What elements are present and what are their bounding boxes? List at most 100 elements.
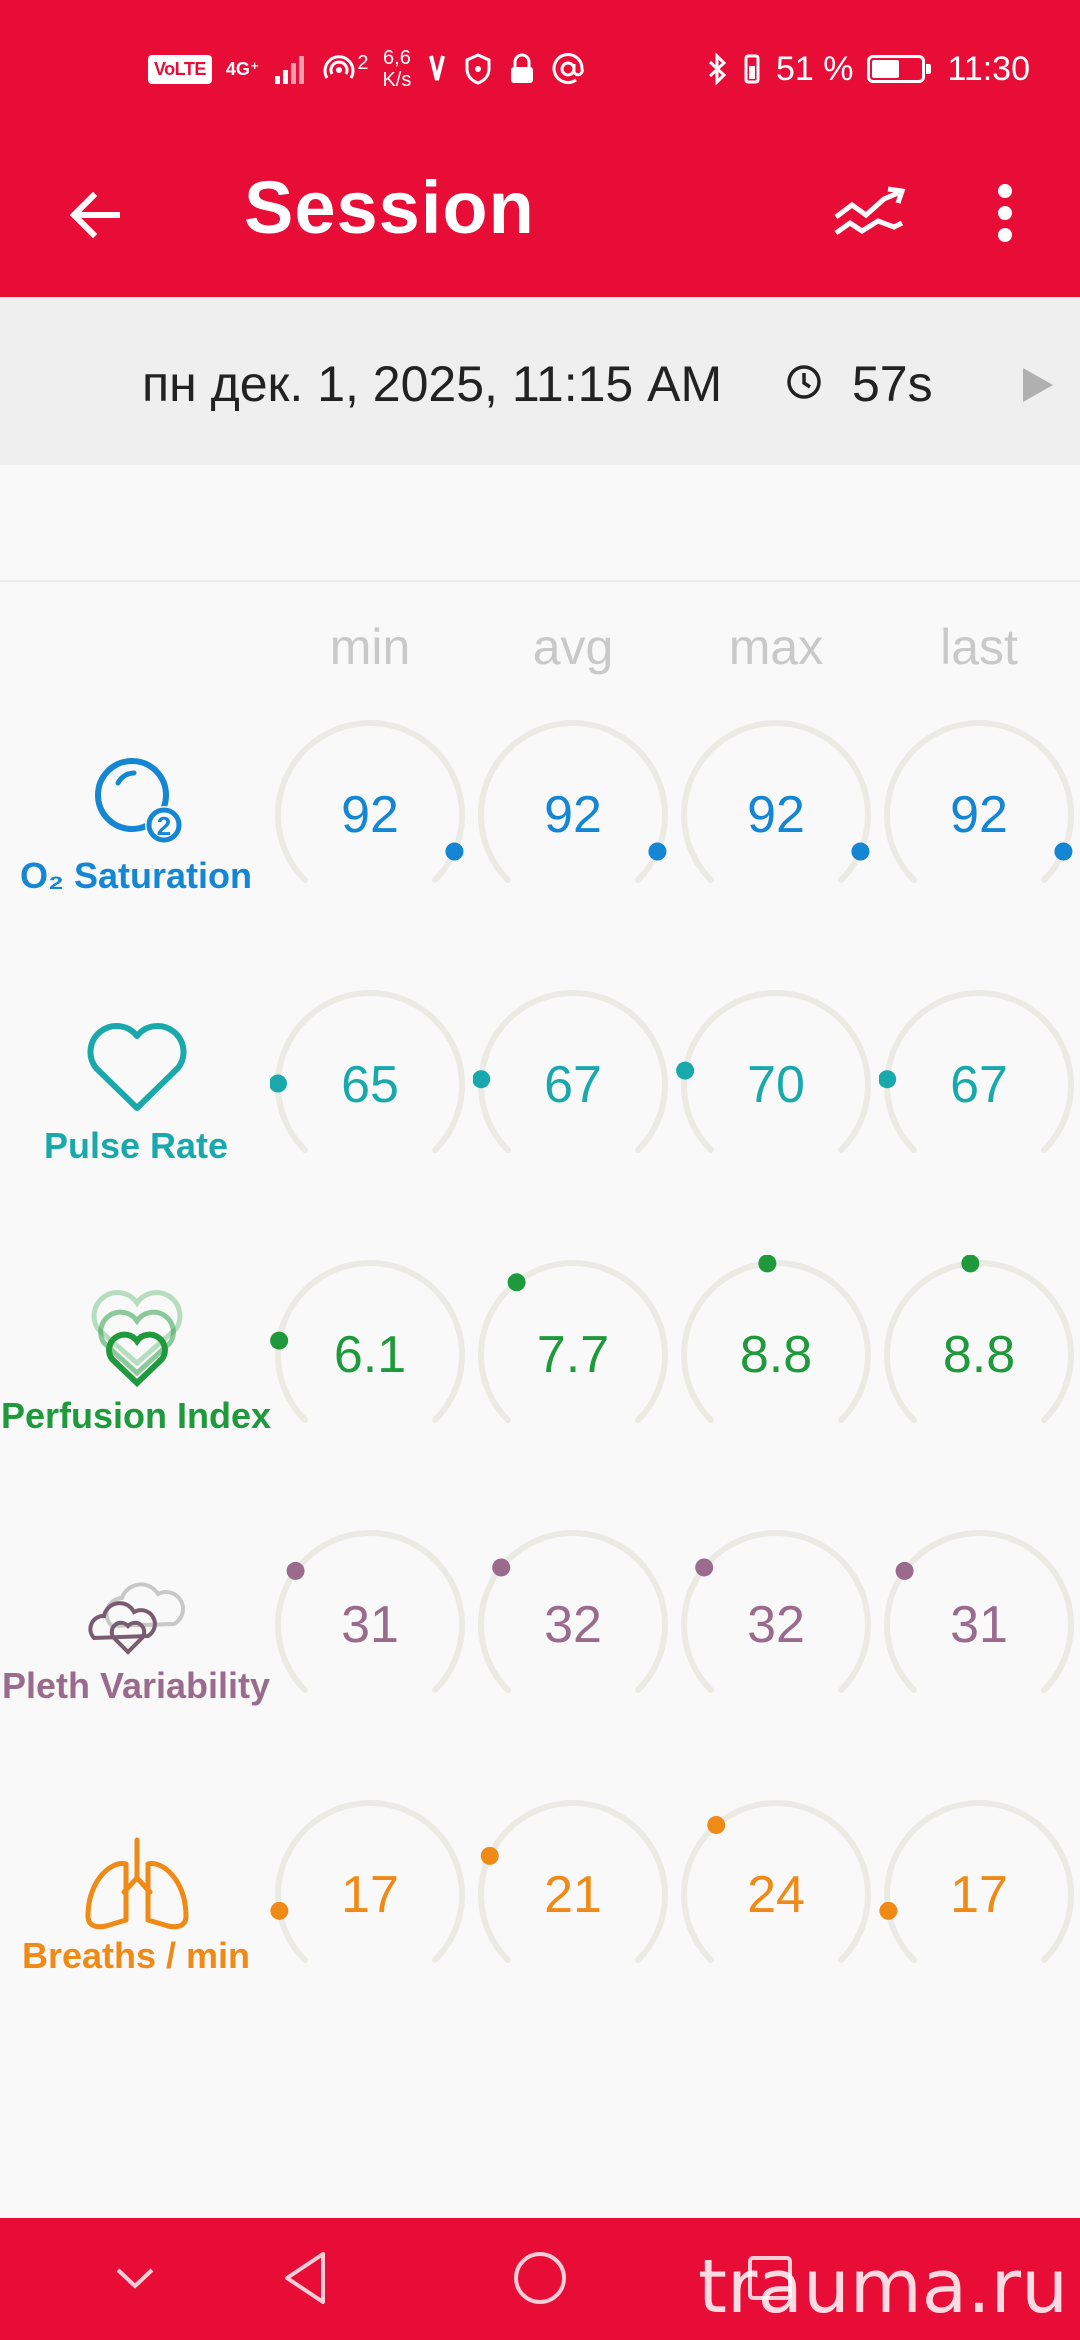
metric-label: Pleth Variability [1, 1665, 271, 1706]
gauge-track [275, 720, 465, 884]
gauge-arc [681, 1255, 871, 1424]
gauge-track [884, 720, 1074, 884]
nav-back-button[interactable] [262, 2238, 352, 2318]
gauge-track [884, 1530, 1074, 1694]
gauge-value: 21 [544, 1866, 602, 1924]
gauge-last: 67 [879, 985, 1079, 1185]
hotspot-indicator: 2 [321, 52, 368, 86]
gauge-arc [681, 720, 871, 884]
gauge-arc [478, 720, 668, 884]
nav-home-button[interactable] [495, 2238, 585, 2318]
gauge-indicator-dot [480, 1846, 499, 1865]
gauge-value: 92 [544, 786, 602, 844]
gauge-track [478, 720, 668, 884]
gauge-arc [884, 720, 1074, 884]
circle-home-icon [514, 2252, 566, 2304]
triangle-back-icon [285, 2252, 325, 2304]
gauge-track [681, 1530, 871, 1694]
pleth-variability-icon [88, 1582, 185, 1655]
column-header-max: max [728, 619, 824, 675]
metric-label: Breaths / min [21, 1935, 251, 1976]
gauge-value: 8.8 [739, 1326, 813, 1384]
o2-saturation-icon: 2 [95, 758, 183, 844]
gauge-track [275, 1530, 465, 1694]
gauge-avg: 7.7 [473, 1255, 673, 1455]
gauge-track [275, 1800, 465, 1964]
clock-icon [787, 365, 821, 399]
session-duration: 57s [852, 356, 933, 412]
session-date: пн дек. 1, 2025, 11:15 AM [142, 356, 723, 412]
overflow-menu-button[interactable] [965, 168, 1045, 258]
lungs-icon [85, 1837, 189, 1930]
gauge-track [884, 1800, 1074, 1964]
gauge-arc [884, 1530, 1074, 1694]
gauge-arc [478, 1800, 668, 1964]
column-header-last: last [940, 619, 1018, 675]
gauge-last: 8.8 [879, 1255, 1079, 1455]
metric-label: Perfusion Index [0, 1395, 272, 1436]
network-indicator: 4G⁺ [226, 60, 260, 78]
gauge-indicator-dot [707, 1816, 726, 1835]
gauge-indicator-dot [286, 1561, 305, 1580]
gauge-arc [270, 990, 465, 1154]
status-bar: VoLTE 4G⁺ 2 6,6 K/s [0, 0, 1080, 130]
gauge-min: 65 [270, 985, 470, 1185]
gauge-indicator-dot [270, 1901, 289, 1920]
gauge-max: 32 [676, 1525, 876, 1725]
gauge-max: 70 [676, 985, 876, 1185]
gauge-value: 31 [341, 1596, 399, 1654]
gauge-value: 32 [544, 1596, 602, 1654]
status-icons-left: VoLTE 4G⁺ 2 6,6 K/s [148, 44, 585, 94]
speed-unit: K/s [382, 69, 412, 91]
watermark-text: trauma.ru [698, 2244, 1068, 2330]
gauge-value: 92 [341, 786, 399, 844]
top-bar-background [0, 0, 1080, 297]
gauge-arc [275, 720, 465, 884]
hotspot-icon [323, 55, 355, 79]
arrow-back-icon [69, 191, 120, 239]
nav-hide-button[interactable] [90, 2238, 180, 2318]
gauge-arc [884, 1255, 1074, 1424]
gauge-indicator-dot [473, 1070, 491, 1089]
trend-chart-icon [834, 186, 906, 236]
metric-label: Pulse Rate [43, 1125, 229, 1166]
gauge-indicator-dot [895, 1561, 914, 1580]
gauge-arc [473, 990, 668, 1154]
gauge-track [884, 990, 1074, 1154]
gauge-max: 24 [676, 1795, 876, 1995]
back-button[interactable] [50, 170, 140, 260]
gauge-value: 17 [341, 1866, 399, 1924]
gauge-arc [676, 990, 871, 1154]
trends-button[interactable] [820, 168, 920, 258]
column-header-avg: avg [532, 619, 614, 675]
gauge-indicator-dot [648, 842, 667, 861]
gauge-arc [478, 1530, 668, 1694]
gauge-arc [275, 1530, 465, 1694]
volte-badge: VoLTE [148, 54, 212, 84]
gauge-arc [879, 1800, 1074, 1964]
gauge-last: 92 [879, 715, 1079, 915]
gauge-value: 92 [747, 786, 805, 844]
status-icons-right: 51 % 11:30 [706, 44, 1030, 94]
gauge-avg: 21 [473, 1795, 673, 1995]
gauge-track [478, 1260, 668, 1424]
gauge-last: 17 [879, 1795, 1079, 1995]
gauge-value: 8.8 [942, 1326, 1016, 1384]
nav-recents-button[interactable] [725, 2238, 815, 2318]
gauge-indicator-dot [507, 1273, 526, 1292]
app-bar: Session [0, 130, 1080, 297]
column-header-min: min [329, 619, 411, 675]
chevron-down-icon [116, 2268, 154, 2289]
gauge-indicator-dot [758, 1255, 777, 1273]
gauge-indicator-dot [270, 1074, 288, 1093]
gauge-track [681, 990, 871, 1154]
battery-percent: 51 % [775, 49, 854, 88]
speed-value: 6,6 [383, 47, 411, 69]
clock-time: 11:30 [947, 49, 1030, 88]
battery-icon [867, 55, 932, 83]
gauge-indicator-dot [879, 1070, 897, 1089]
gauge-value: 67 [950, 1056, 1008, 1114]
play-button[interactable] [1012, 360, 1062, 410]
gauge-track [478, 990, 668, 1154]
network-type: 4G⁺ [225, 59, 260, 79]
